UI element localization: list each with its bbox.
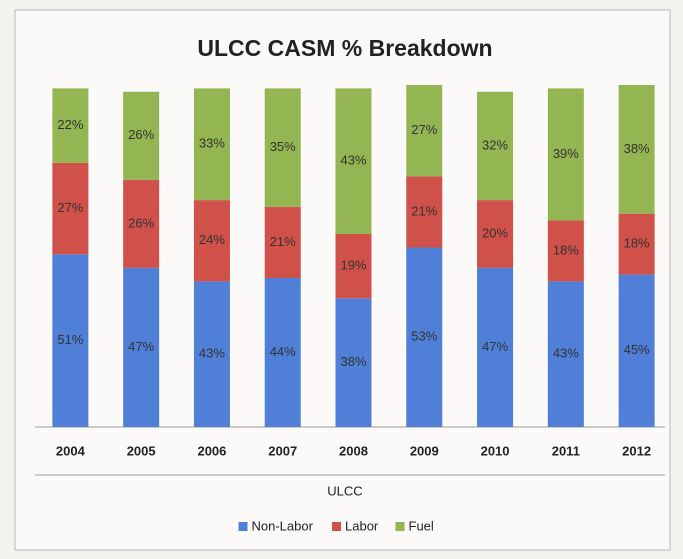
legend-label: Labor (345, 518, 379, 533)
x-tick-label: 2008 (339, 443, 368, 458)
data-label: 47% (482, 339, 508, 354)
data-label: 18% (553, 242, 579, 257)
legend-label: Non-Labor (252, 518, 314, 533)
data-label: 24% (199, 232, 225, 247)
bar-segment (477, 91, 514, 201)
bar-segment (547, 281, 584, 427)
bar-segment (264, 206, 301, 279)
x-tick-label: 2005 (127, 443, 156, 458)
x-axis-title: ULCC (327, 483, 362, 498)
data-label: 22% (57, 117, 83, 132)
bar-segment (547, 220, 584, 282)
x-tick-label: 2012 (622, 443, 651, 458)
bar-segment (123, 267, 160, 427)
x-tick-label: 2004 (56, 443, 86, 458)
x-tick-label: 2006 (197, 443, 226, 458)
bar-segment (193, 88, 230, 201)
bar-segment (123, 179, 160, 268)
data-label: 43% (199, 346, 225, 361)
legend-swatch (332, 522, 341, 531)
bar-segment (52, 254, 89, 427)
bar-segment (406, 176, 443, 248)
bar-segment (406, 247, 443, 427)
bar-segment (406, 85, 443, 177)
bar-segment (264, 88, 301, 207)
data-label: 51% (57, 332, 83, 347)
bar-segment (52, 88, 89, 163)
data-label: 32% (482, 137, 508, 152)
bar-segment (335, 88, 372, 234)
data-label: 18% (624, 236, 650, 251)
bar-segment (618, 213, 655, 275)
x-tick-label: 2009 (410, 443, 439, 458)
data-label: 20% (482, 225, 508, 240)
bar-segment (618, 274, 655, 427)
data-label: 19% (340, 258, 366, 273)
data-label: 27% (57, 200, 83, 215)
data-label: 53% (411, 329, 437, 344)
bar-segment (264, 278, 301, 427)
data-label: 26% (128, 215, 154, 230)
bar-segment (52, 162, 89, 255)
data-label: 45% (624, 342, 650, 357)
x-tick-label: 2011 (552, 443, 580, 458)
x-tick-label: 2007 (268, 443, 297, 458)
data-label: 43% (553, 346, 579, 361)
data-label: 44% (270, 344, 296, 359)
bar-segment (477, 267, 514, 427)
legend-swatch (238, 522, 248, 531)
bar-segment (618, 85, 655, 214)
data-label: 39% (553, 146, 579, 161)
data-label: 26% (128, 127, 154, 142)
data-label: 38% (624, 141, 650, 156)
data-label: 21% (411, 203, 437, 218)
data-label: 38% (340, 354, 366, 369)
data-label: 27% (411, 122, 437, 137)
data-label: 21% (270, 234, 296, 249)
data-label: 47% (128, 339, 154, 354)
bar-segment (547, 88, 584, 221)
data-label: 33% (199, 136, 225, 151)
bar-segment (335, 298, 372, 427)
bar-segment (193, 281, 230, 427)
data-label: 35% (270, 139, 296, 154)
legend-swatch (395, 522, 405, 531)
bar-segment (193, 200, 230, 282)
bar-segment (477, 200, 514, 268)
chart-title: ULCC CASM % Breakdown (197, 35, 492, 61)
bar-segment (123, 91, 160, 180)
legend-label: Fuel (409, 518, 434, 533)
x-tick-label: 2010 (481, 443, 510, 458)
data-label: 43% (340, 153, 366, 168)
bar-segment (335, 233, 372, 299)
